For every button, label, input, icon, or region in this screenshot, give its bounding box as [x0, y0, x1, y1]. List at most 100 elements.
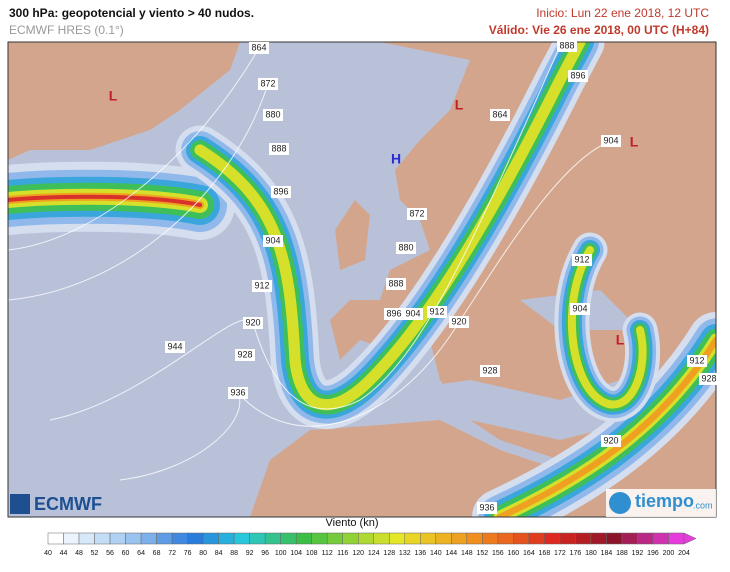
contour-label: 904 [405, 308, 420, 318]
colorbar-tick-label: 148 [461, 550, 473, 557]
colorbar-tick-label: 68 [153, 550, 161, 557]
colorbar-tick-label: 200 [663, 550, 675, 557]
colorbar-bin [420, 532, 437, 545]
colorbar-tick-label: 180 [585, 550, 597, 557]
colorbar-bin [63, 532, 80, 545]
colorbar-tick-label: 144 [445, 550, 457, 557]
contour-label-bg [570, 303, 590, 315]
colorbar-tick-label: 60 [122, 550, 130, 557]
colorbar-tick-label: 184 [601, 550, 613, 557]
colorbar-bin [156, 532, 173, 545]
title: 300 hPa: geopotencial y viento > 40 nudo… [9, 6, 254, 20]
contour-label: 928 [701, 373, 716, 383]
pressure-center: L [455, 97, 464, 113]
colorbar-bin [404, 532, 421, 545]
colorbar-bin [326, 532, 343, 545]
colorbar-bin [171, 532, 188, 545]
colorbar-bin [140, 532, 157, 545]
contour-label-bg [235, 349, 255, 361]
colorbar-bin [94, 532, 111, 545]
contour-label-bg [403, 308, 423, 320]
map-frame [7, 41, 717, 518]
contour-label: 920 [451, 316, 466, 326]
colorbar-tick-label: 172 [554, 550, 566, 557]
contour-label-bg [427, 306, 447, 318]
contour-label-bg [228, 387, 248, 399]
contour-label: 928 [237, 349, 252, 359]
colorbar-tick-label: 96 [261, 550, 269, 557]
ecmwf-icon [10, 494, 30, 514]
colorbar-bin [233, 532, 250, 545]
colorbar-bin [668, 532, 685, 545]
colorbar-bin [280, 532, 297, 545]
colorbar-bin [342, 532, 359, 545]
contour-label-bg [449, 316, 469, 328]
tiempo-logo: tiempo [635, 491, 694, 511]
contour-label-bg [407, 208, 427, 220]
colorbar-tick-label: 132 [399, 550, 411, 557]
colorbar-tick-label: 136 [414, 550, 426, 557]
colorbar-tick-label: 48 [75, 550, 83, 557]
colorbar-bin [621, 532, 638, 545]
colorbar-bin [497, 532, 514, 545]
contour-label-bg [687, 355, 707, 367]
tiempo-com: .com [693, 500, 713, 510]
colorbar-tick-label: 40 [44, 550, 52, 557]
contour-label: 928 [482, 365, 497, 375]
colorbar-bin [202, 532, 219, 545]
colorbar-tick-label: 124 [368, 550, 380, 557]
contour-label-bg [258, 78, 278, 90]
contour-label-bg [572, 254, 592, 266]
contour-label: 912 [689, 355, 704, 365]
contour-label: 864 [251, 42, 266, 52]
colorbar-tick-label: 116 [337, 550, 348, 557]
colorbar-tick-label: 80 [199, 550, 207, 557]
contour-label-bg [384, 308, 404, 320]
colorbar-bin [78, 532, 95, 545]
colorbar-bin [637, 532, 654, 545]
colorbar-tick-label: 168 [539, 550, 551, 557]
contour-label: 888 [388, 278, 403, 288]
colorbar-bin [125, 532, 142, 545]
jet-band [496, 336, 716, 517]
colorbar-tick-label: 112 [322, 550, 333, 557]
colorbar-tick-label: 204 [678, 550, 690, 557]
jet-band [8, 194, 202, 207]
colorbar-title: Viento (kn) [326, 517, 379, 529]
colorbar-tick-label: 176 [570, 550, 582, 557]
colorbar-tick-label: 140 [430, 550, 442, 557]
contour-label: 920 [603, 435, 618, 445]
colorbar-tick-label: 72 [168, 550, 176, 557]
ecmwf-logo: ECMWF [34, 494, 102, 514]
colorbar-bin [590, 532, 607, 545]
colorbar-tick-label: 44 [60, 550, 68, 557]
contour-label-bg [396, 242, 416, 254]
colorbar-bin [311, 532, 328, 545]
contour-label-bg [601, 435, 621, 447]
tiempo-icon [609, 492, 631, 514]
contour-label: 880 [265, 109, 280, 119]
contour-label-bg [477, 502, 497, 514]
colorbar-tick-label: 52 [91, 550, 99, 557]
colorbar-tick-label: 104 [290, 550, 302, 557]
colorbar-tick-label: 84 [215, 550, 223, 557]
init: Inicio: Lun 22 ene 2018, 12 UTC [536, 6, 709, 20]
colorbar-bin [218, 532, 235, 545]
contour-label-bg [699, 373, 719, 385]
africa [250, 420, 560, 517]
colorbar-bin [513, 532, 530, 545]
contour-label: 896 [273, 186, 288, 196]
colorbar-bin [47, 532, 64, 545]
colorbar-bin [559, 532, 576, 545]
contour-label: 904 [572, 303, 587, 313]
contour-label-bg [557, 40, 577, 52]
colorbar-tick-label: 120 [352, 550, 364, 557]
colorbar-bin [249, 532, 266, 545]
contour-label-bg [165, 341, 185, 353]
colorbar-bin [528, 532, 545, 545]
colorbar-tick-label: 152 [476, 550, 488, 557]
colorbar-bin [373, 532, 390, 545]
contour-label-bg [601, 135, 621, 147]
colorbar-bin [357, 532, 375, 545]
